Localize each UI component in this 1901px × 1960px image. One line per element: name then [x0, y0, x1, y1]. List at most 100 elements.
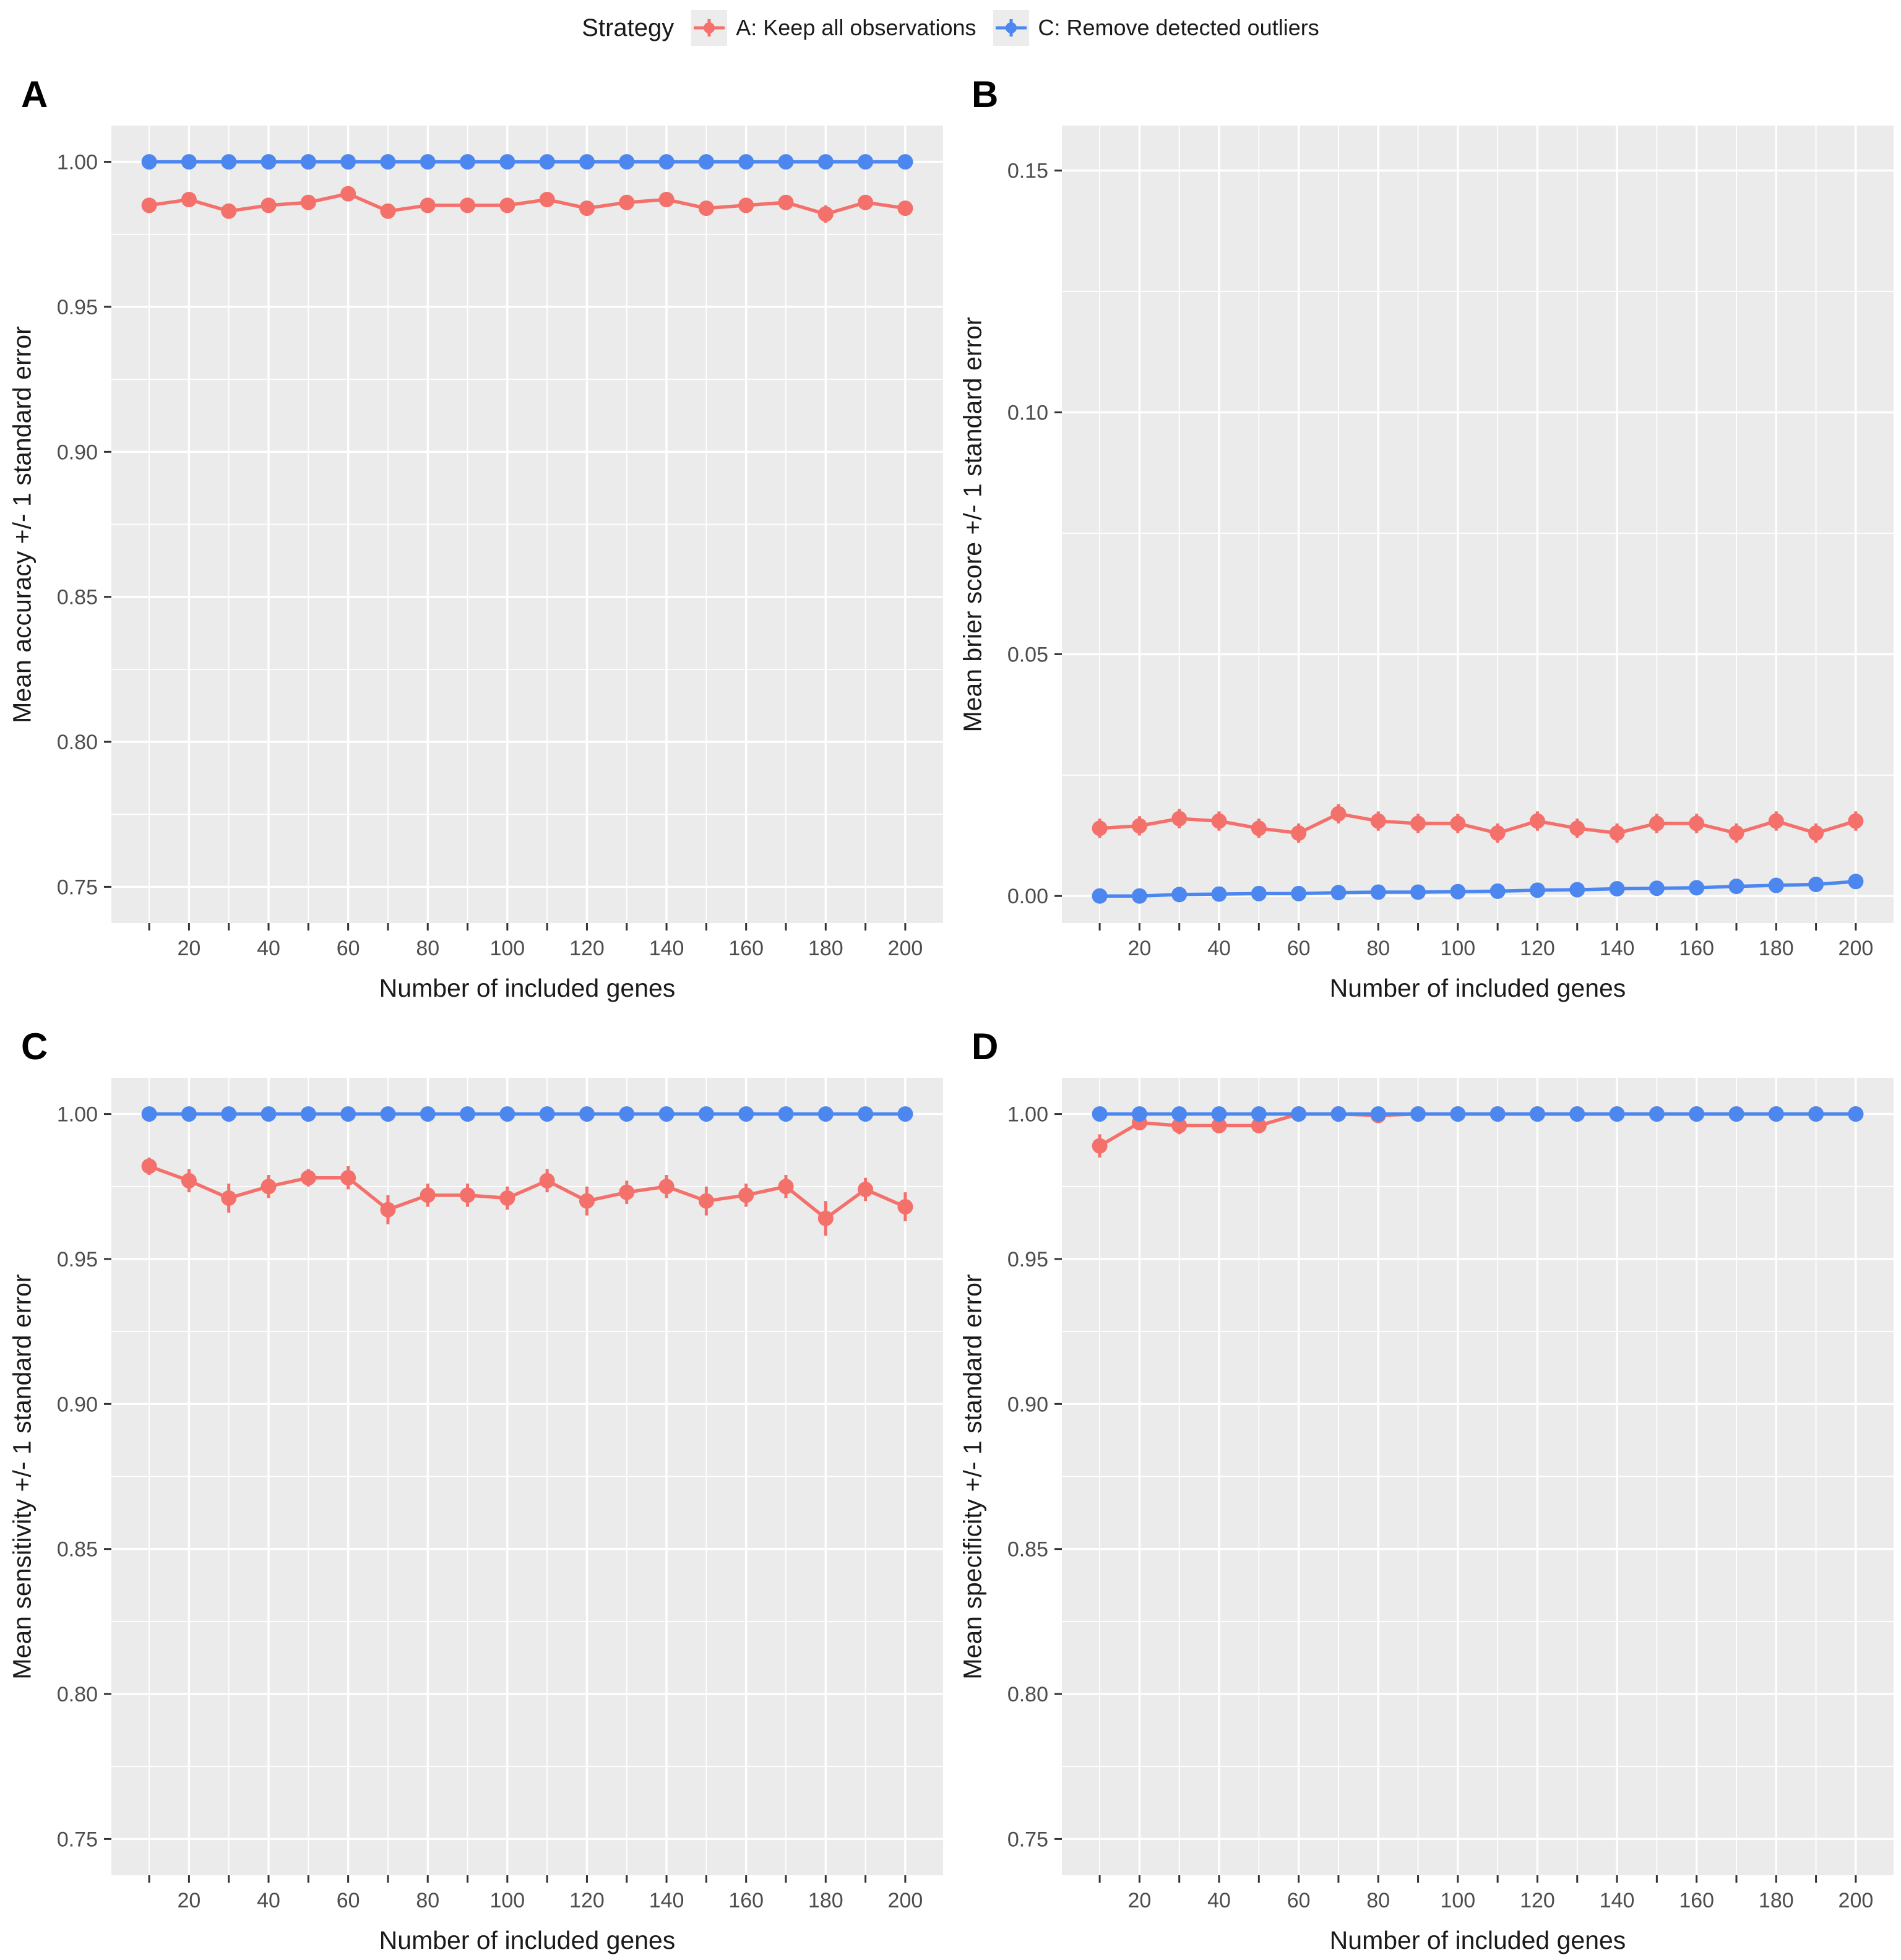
pointrange-glyph-red-icon: [691, 10, 728, 46]
x-tick-label: 60: [1287, 1889, 1311, 1912]
data-point: [181, 1106, 197, 1122]
data-point: [858, 194, 874, 210]
data-point: [1092, 820, 1108, 836]
y-tick-label: 0.75: [57, 875, 98, 899]
pointrange-glyph-blue-icon: [993, 10, 1030, 46]
data-point: [817, 1106, 834, 1122]
data-point: [858, 154, 874, 170]
data-point: [738, 154, 754, 170]
gridlines: [111, 1078, 943, 1875]
x-tick-label: 20: [1127, 937, 1151, 960]
data-point: [1092, 1138, 1108, 1154]
data-point: [1529, 1106, 1545, 1122]
data-point: [1689, 880, 1705, 896]
axis-ticks: [1054, 170, 1857, 931]
x-tick-label: 180: [1759, 937, 1794, 960]
legend-label-keep-all: A: Keep all observations: [736, 15, 976, 40]
data-point: [778, 194, 794, 210]
x-tick-label: 180: [1759, 1889, 1794, 1912]
x-tick-labels: 20 40 60 80 100 120 140 160 180 200: [1127, 1889, 1873, 1912]
panel-c-chart: 20 40 60 80 100 120 140 160 180 2000.750.800.850.…: [57, 1078, 943, 1912]
data-point: [1171, 887, 1188, 903]
data-point: [738, 197, 754, 213]
data-point: [460, 197, 476, 213]
data-point: [1649, 880, 1665, 896]
data-point: [698, 200, 714, 217]
data-point: [1410, 884, 1426, 900]
y-tick-labels: 0.75 0.80 0.85 0.90 0.95 1.00: [57, 151, 98, 900]
legend-item-keep-all: A: Keep all observations: [691, 10, 976, 46]
data-point: [380, 1106, 396, 1122]
x-tick-label: 40: [1207, 1889, 1231, 1912]
data-point: [380, 1201, 396, 1218]
data-point: [1211, 813, 1227, 829]
x-tick-label: 80: [416, 937, 439, 960]
x-tick-label: 60: [337, 1889, 360, 1912]
x-tick-label: 140: [1600, 937, 1635, 960]
data-point: [141, 1158, 157, 1174]
panel-b: B Mean brier score +/- 1 standard error …: [950, 56, 1901, 1008]
data-point: [1609, 825, 1625, 841]
x-tick-label: 160: [728, 1889, 764, 1912]
data-point: [1768, 1106, 1784, 1122]
data-point: [1291, 885, 1307, 901]
y-tick-label: 0.75: [57, 1828, 98, 1851]
data-point: [897, 154, 913, 170]
data-point: [738, 1106, 754, 1122]
data-point: [300, 154, 316, 170]
y-tick-label: 1.00: [57, 1103, 98, 1127]
data-point: [539, 192, 555, 208]
data-point: [1689, 815, 1705, 832]
panel-a-chart: 20 40 60 80 100 120 140 160 180 2000.750.800.850.…: [57, 126, 943, 960]
data-point: [1489, 883, 1506, 899]
data-point: [499, 1106, 515, 1122]
panel-b-chart: 20 40 60 80 100 120 140 160 180 2000.000.050.100.…: [1007, 126, 1894, 960]
data-point: [1569, 1106, 1585, 1122]
data-point: [1131, 818, 1147, 834]
data-point: [1171, 1117, 1188, 1133]
y-tick-label: 0.05: [1007, 643, 1048, 666]
data-point: [1330, 806, 1347, 822]
data-point: [1211, 886, 1227, 902]
data-point: [539, 154, 555, 170]
x-tick-label: 160: [1679, 937, 1714, 960]
x-tick-label: 180: [808, 1889, 843, 1912]
data-point: [460, 1106, 476, 1122]
y-tick-label: 0.10: [1007, 402, 1048, 425]
x-tick-label: 160: [1679, 1889, 1714, 1912]
data-point: [1569, 882, 1585, 898]
data-point: [1171, 1106, 1188, 1122]
x-tick-labels: 20 40 60 80 100 120 140 160 180 200: [177, 1889, 923, 1912]
data-point: [1569, 820, 1585, 836]
data-point: [1450, 883, 1466, 900]
axis-ticks: [104, 161, 907, 931]
x-tick-label: 100: [489, 1889, 525, 1912]
data-point: [1450, 815, 1466, 832]
data-point: [1211, 1106, 1227, 1122]
pointrange-glyph-red-svg: [694, 19, 725, 37]
data-point: [1609, 1106, 1625, 1122]
x-tick-label: 20: [1127, 1889, 1151, 1912]
y-tick-label: 0.80: [1007, 1683, 1048, 1706]
data-point: [1689, 1106, 1705, 1122]
panel-d-letter: D: [972, 1026, 999, 1067]
data-point: [778, 1179, 794, 1195]
data-point: [619, 1106, 635, 1122]
data-point: [460, 1187, 476, 1203]
data-point: [1211, 1117, 1227, 1133]
data-point: [1410, 815, 1426, 832]
x-tick-label: 160: [728, 937, 764, 960]
data-point: [1370, 1106, 1386, 1122]
panel-c-letter: C: [21, 1026, 48, 1067]
data-point: [420, 1106, 436, 1122]
y-tick-labels: 0.00 0.05 0.10 0.15: [1007, 160, 1048, 909]
x-tick-label: 20: [177, 937, 200, 960]
data-point: [1251, 1106, 1267, 1122]
y-tick-label: 0.15: [1007, 160, 1048, 183]
data-point: [340, 186, 356, 202]
data-point: [698, 1193, 714, 1209]
panel-b-x-axis-title: Number of included genes: [1329, 974, 1626, 1002]
panel-c: C Mean sensitivity +/- 1 standard error …: [0, 1008, 950, 1960]
y-tick-labels: 0.75 0.80 0.85 0.90 0.95 1.00: [57, 1103, 98, 1852]
